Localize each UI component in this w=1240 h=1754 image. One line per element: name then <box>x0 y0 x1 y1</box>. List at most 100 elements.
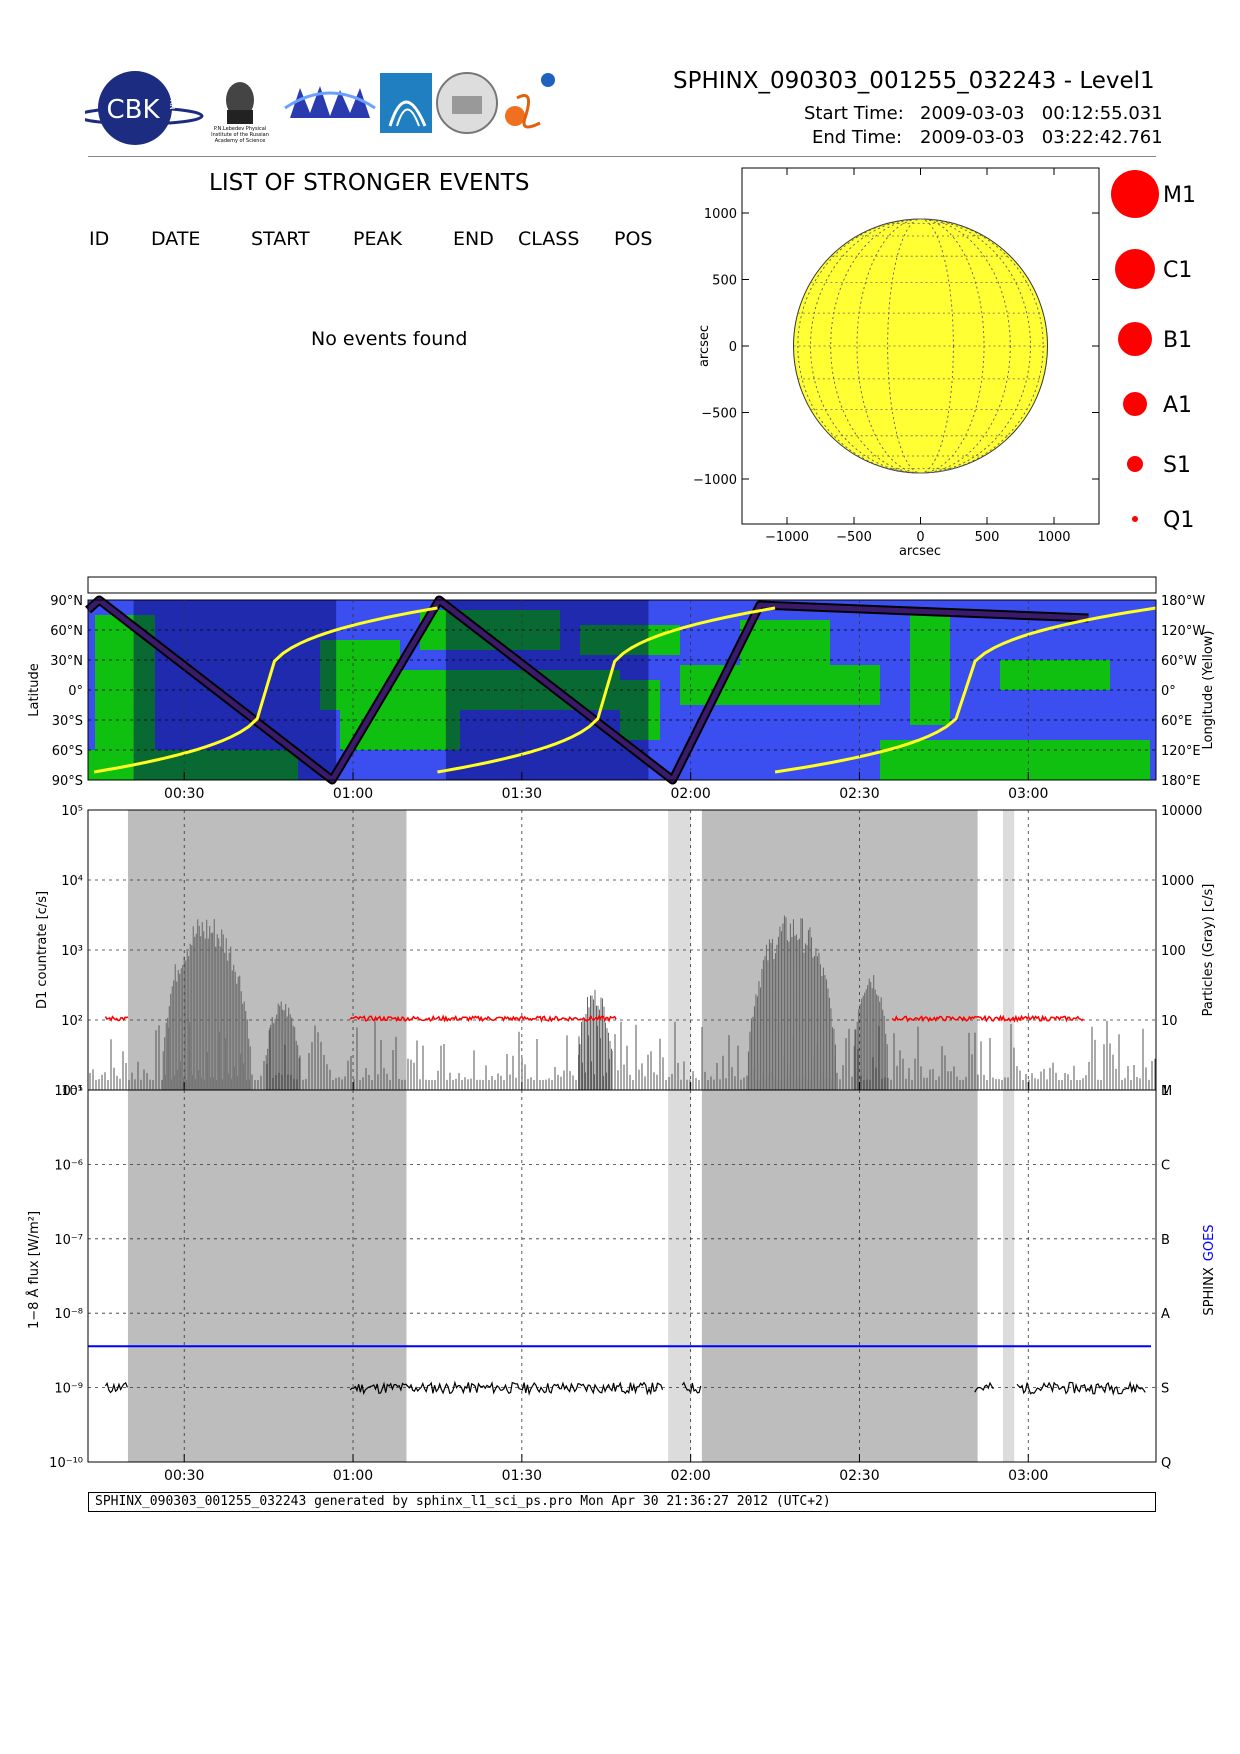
sun-map-ytick-label: 1000 <box>704 207 737 222</box>
countrate-tick-label: 10³ <box>61 944 83 959</box>
longitude-tick-label: 180°W <box>1161 594 1205 609</box>
lebedev-logo: P.N.Lebedev Physical Institute of the Ru… <box>211 82 269 144</box>
sun-earth-logo <box>505 73 555 129</box>
report-title: SPHINX_090303_001255_032243 - Level1 <box>673 68 1155 94</box>
lebedev-line-1: P.N.Lebedev Physical <box>214 126 266 132</box>
longitude-curve-1 <box>93 606 438 774</box>
flux-tick-label: 10⁻⁶ <box>54 1158 83 1173</box>
legend-marker-c1 <box>1115 249 1155 289</box>
particles-tick-label: 1 <box>1161 1084 1169 1099</box>
end-time-label: End Time: <box>812 127 903 148</box>
saa-shaded-interval <box>127 810 407 1090</box>
time-tick-label: 01:00 <box>333 786 373 802</box>
flux-panel: 10⁻⁵ 10⁻⁶ 10⁻⁷ 10⁻⁸ 10⁻⁹ 10⁻¹⁰ M C B A S Q 1−8 Å flu… <box>26 1084 1217 1484</box>
countrate-panel: 10⁵ 10⁴ 10³ 10² 10¹ 10000 1000 100 10 1 D1 countra… <box>35 804 1216 1099</box>
lebedev-line-2: Institute of the Russian <box>211 132 269 138</box>
particles-tick-label: 10 <box>1161 1014 1178 1029</box>
time-tick-label: 00:30 <box>164 1468 204 1484</box>
sun-map: −1000 −500 0 500 1000 1000 500 0 −500 −1000 arcse… <box>693 167 1196 559</box>
panel-frame <box>87 599 1157 781</box>
land-mass <box>320 640 400 710</box>
events-col-pos: POS <box>614 228 653 250</box>
sun-map-xtick-label: 0 <box>916 530 924 545</box>
sphinx-countrate-series <box>891 1014 1084 1023</box>
observatory-logo <box>436 72 498 134</box>
saa-shaded-interval <box>127 1090 407 1462</box>
legend-label-b1: B1 <box>1163 328 1192 353</box>
legend-label-c1: C1 <box>1163 258 1192 283</box>
status-bar <box>87 576 1157 594</box>
longitude-curve-2 <box>437 606 776 774</box>
sun-map-ytick-label: 500 <box>712 274 737 289</box>
events-col-end: END <box>453 228 494 250</box>
latitude-tick-label: 30°S <box>52 714 83 729</box>
flux-right-legend: SPHINX GOES <box>1202 1224 1217 1315</box>
saa-shaded-interval <box>668 1090 691 1462</box>
legend-marker-a1 <box>1123 392 1147 416</box>
time-tick-label: 02:00 <box>670 1468 710 1484</box>
sun-map-xtick-label: 500 <box>975 530 1000 545</box>
end-time-value: 2009-03-03 03:22:42.761 <box>920 127 1163 148</box>
cbk-logo: CBK PAN <box>85 71 204 145</box>
latitude-tick-label: 60°S <box>52 744 83 759</box>
events-col-id: ID <box>89 228 110 250</box>
sun-map-ticks: −1000 −500 0 500 1000 1000 500 0 −500 −1000 <box>693 168 1099 545</box>
particles-peak <box>577 989 612 1090</box>
longitude-line <box>856 218 985 474</box>
legend-label-a1: A1 <box>1163 393 1192 418</box>
flux-tick-label: 10⁻⁷ <box>54 1233 83 1248</box>
sun-map-xlabel: arcsec <box>899 544 941 559</box>
orbit-y2label: Longitude (Yellow) <box>1201 631 1216 750</box>
sun-map-ylabel: arcsec <box>697 325 712 367</box>
sun-map-xtick-label: −500 <box>836 530 872 545</box>
time-tick-label: 03:00 <box>1008 786 1048 802</box>
countrate-tick-label: 10² <box>61 1014 83 1029</box>
particles-ylabel: Particles (Gray) [c/s] <box>1201 884 1216 1017</box>
time-tick-label: 00:30 <box>164 786 204 802</box>
latitude-tick-label: 90°N <box>50 594 83 609</box>
longitude-tick-label: 60°E <box>1161 714 1192 729</box>
events-title: LIST OF STRONGER EVENTS <box>209 170 530 196</box>
izmiran-logo <box>284 86 376 118</box>
sun-map-xtick-label: 1000 <box>1037 530 1070 545</box>
flux-tick-label: 10⁻¹⁰ <box>49 1456 83 1471</box>
header-divider <box>88 156 1156 157</box>
time-tick-label: 02:00 <box>670 786 710 802</box>
legend-marker-m1 <box>1111 170 1159 218</box>
particles-tick-label: 100 <box>1161 944 1186 959</box>
land-mass <box>88 750 298 780</box>
goes-class-label: Q <box>1161 1456 1171 1471</box>
flux-tick-label: 10⁻⁸ <box>54 1307 83 1322</box>
orbit-panel: 90°N 60°N 30°N 0° 30°S 60°S 90°S 180°W 120°W 60°W… <box>27 594 1216 802</box>
particles-peak <box>265 1001 300 1090</box>
legend-goes: GOES <box>1202 1224 1217 1261</box>
events-col-start: START <box>251 228 310 250</box>
time-tick-label: 01:00 <box>333 1468 373 1484</box>
start-time-value: 2009-03-03 00:12:55.031 <box>920 103 1163 124</box>
land-mass <box>910 615 950 725</box>
sun-map-ytick-label: −1000 <box>693 473 737 488</box>
land-mass <box>1000 660 1110 690</box>
legend-label-m1: M1 <box>1163 183 1196 208</box>
events-col-class: CLASS <box>518 228 580 250</box>
sphinx-countrate-series <box>104 1015 129 1022</box>
particles-peak <box>747 915 836 1090</box>
flare-class-legend: M1 C1 B1 A1 S1 Q1 <box>1111 170 1196 533</box>
longitude-tick-label: 180°E <box>1161 774 1201 789</box>
time-tick-label: 02:30 <box>839 1468 879 1484</box>
countrate-tick-label: 10⁵ <box>61 804 83 819</box>
particles-peak <box>853 974 888 1090</box>
longitude-curve-3 <box>774 606 1157 774</box>
time-tick-label: 03:00 <box>1008 1468 1048 1484</box>
longitude-tick-label: 120°W <box>1161 624 1205 639</box>
sphinx-flux-series <box>349 1380 664 1396</box>
countrate-tick-label: 10⁴ <box>61 874 83 889</box>
goes-class-label: C <box>1161 1158 1170 1173</box>
orbit-ylabel: Latitude <box>27 663 42 717</box>
flux-tick-label: 10⁻⁵ <box>54 1084 83 1099</box>
land-mass <box>95 615 155 775</box>
countrate-ylabel: D1 countrate [c/s] <box>35 891 50 1009</box>
pan-logo-text: PAN <box>168 96 176 110</box>
sphinx-flux-series <box>974 1381 994 1393</box>
latitude-tick-label: 90°S <box>52 774 83 789</box>
